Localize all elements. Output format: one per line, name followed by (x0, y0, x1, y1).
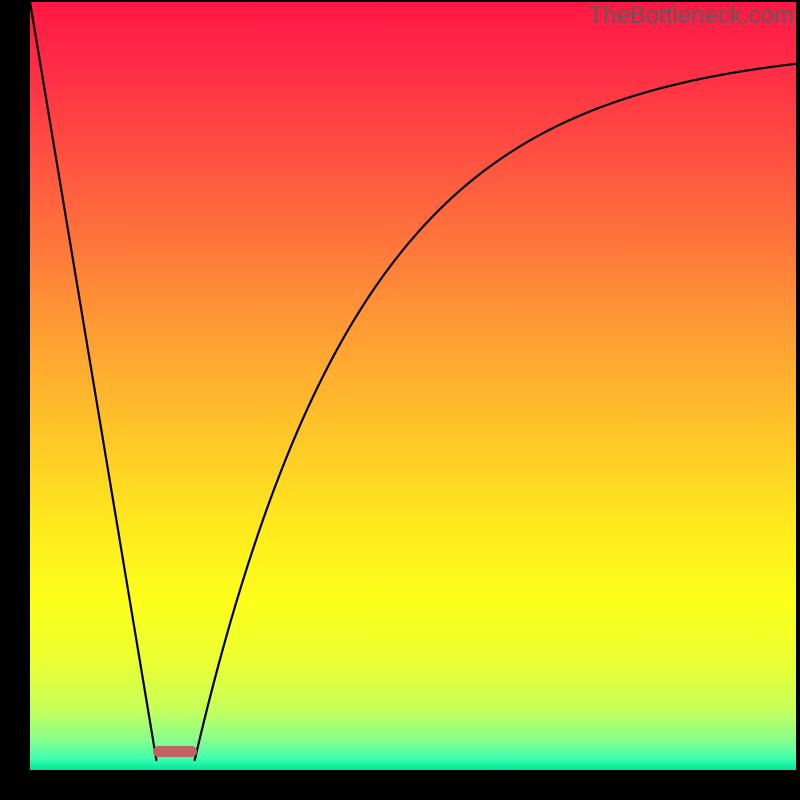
chart-bottom-marker (153, 746, 197, 757)
chart-plot-area (30, 2, 796, 770)
chart-curves (30, 2, 796, 770)
attribution-label: TheBottleneck.com (589, 2, 794, 30)
